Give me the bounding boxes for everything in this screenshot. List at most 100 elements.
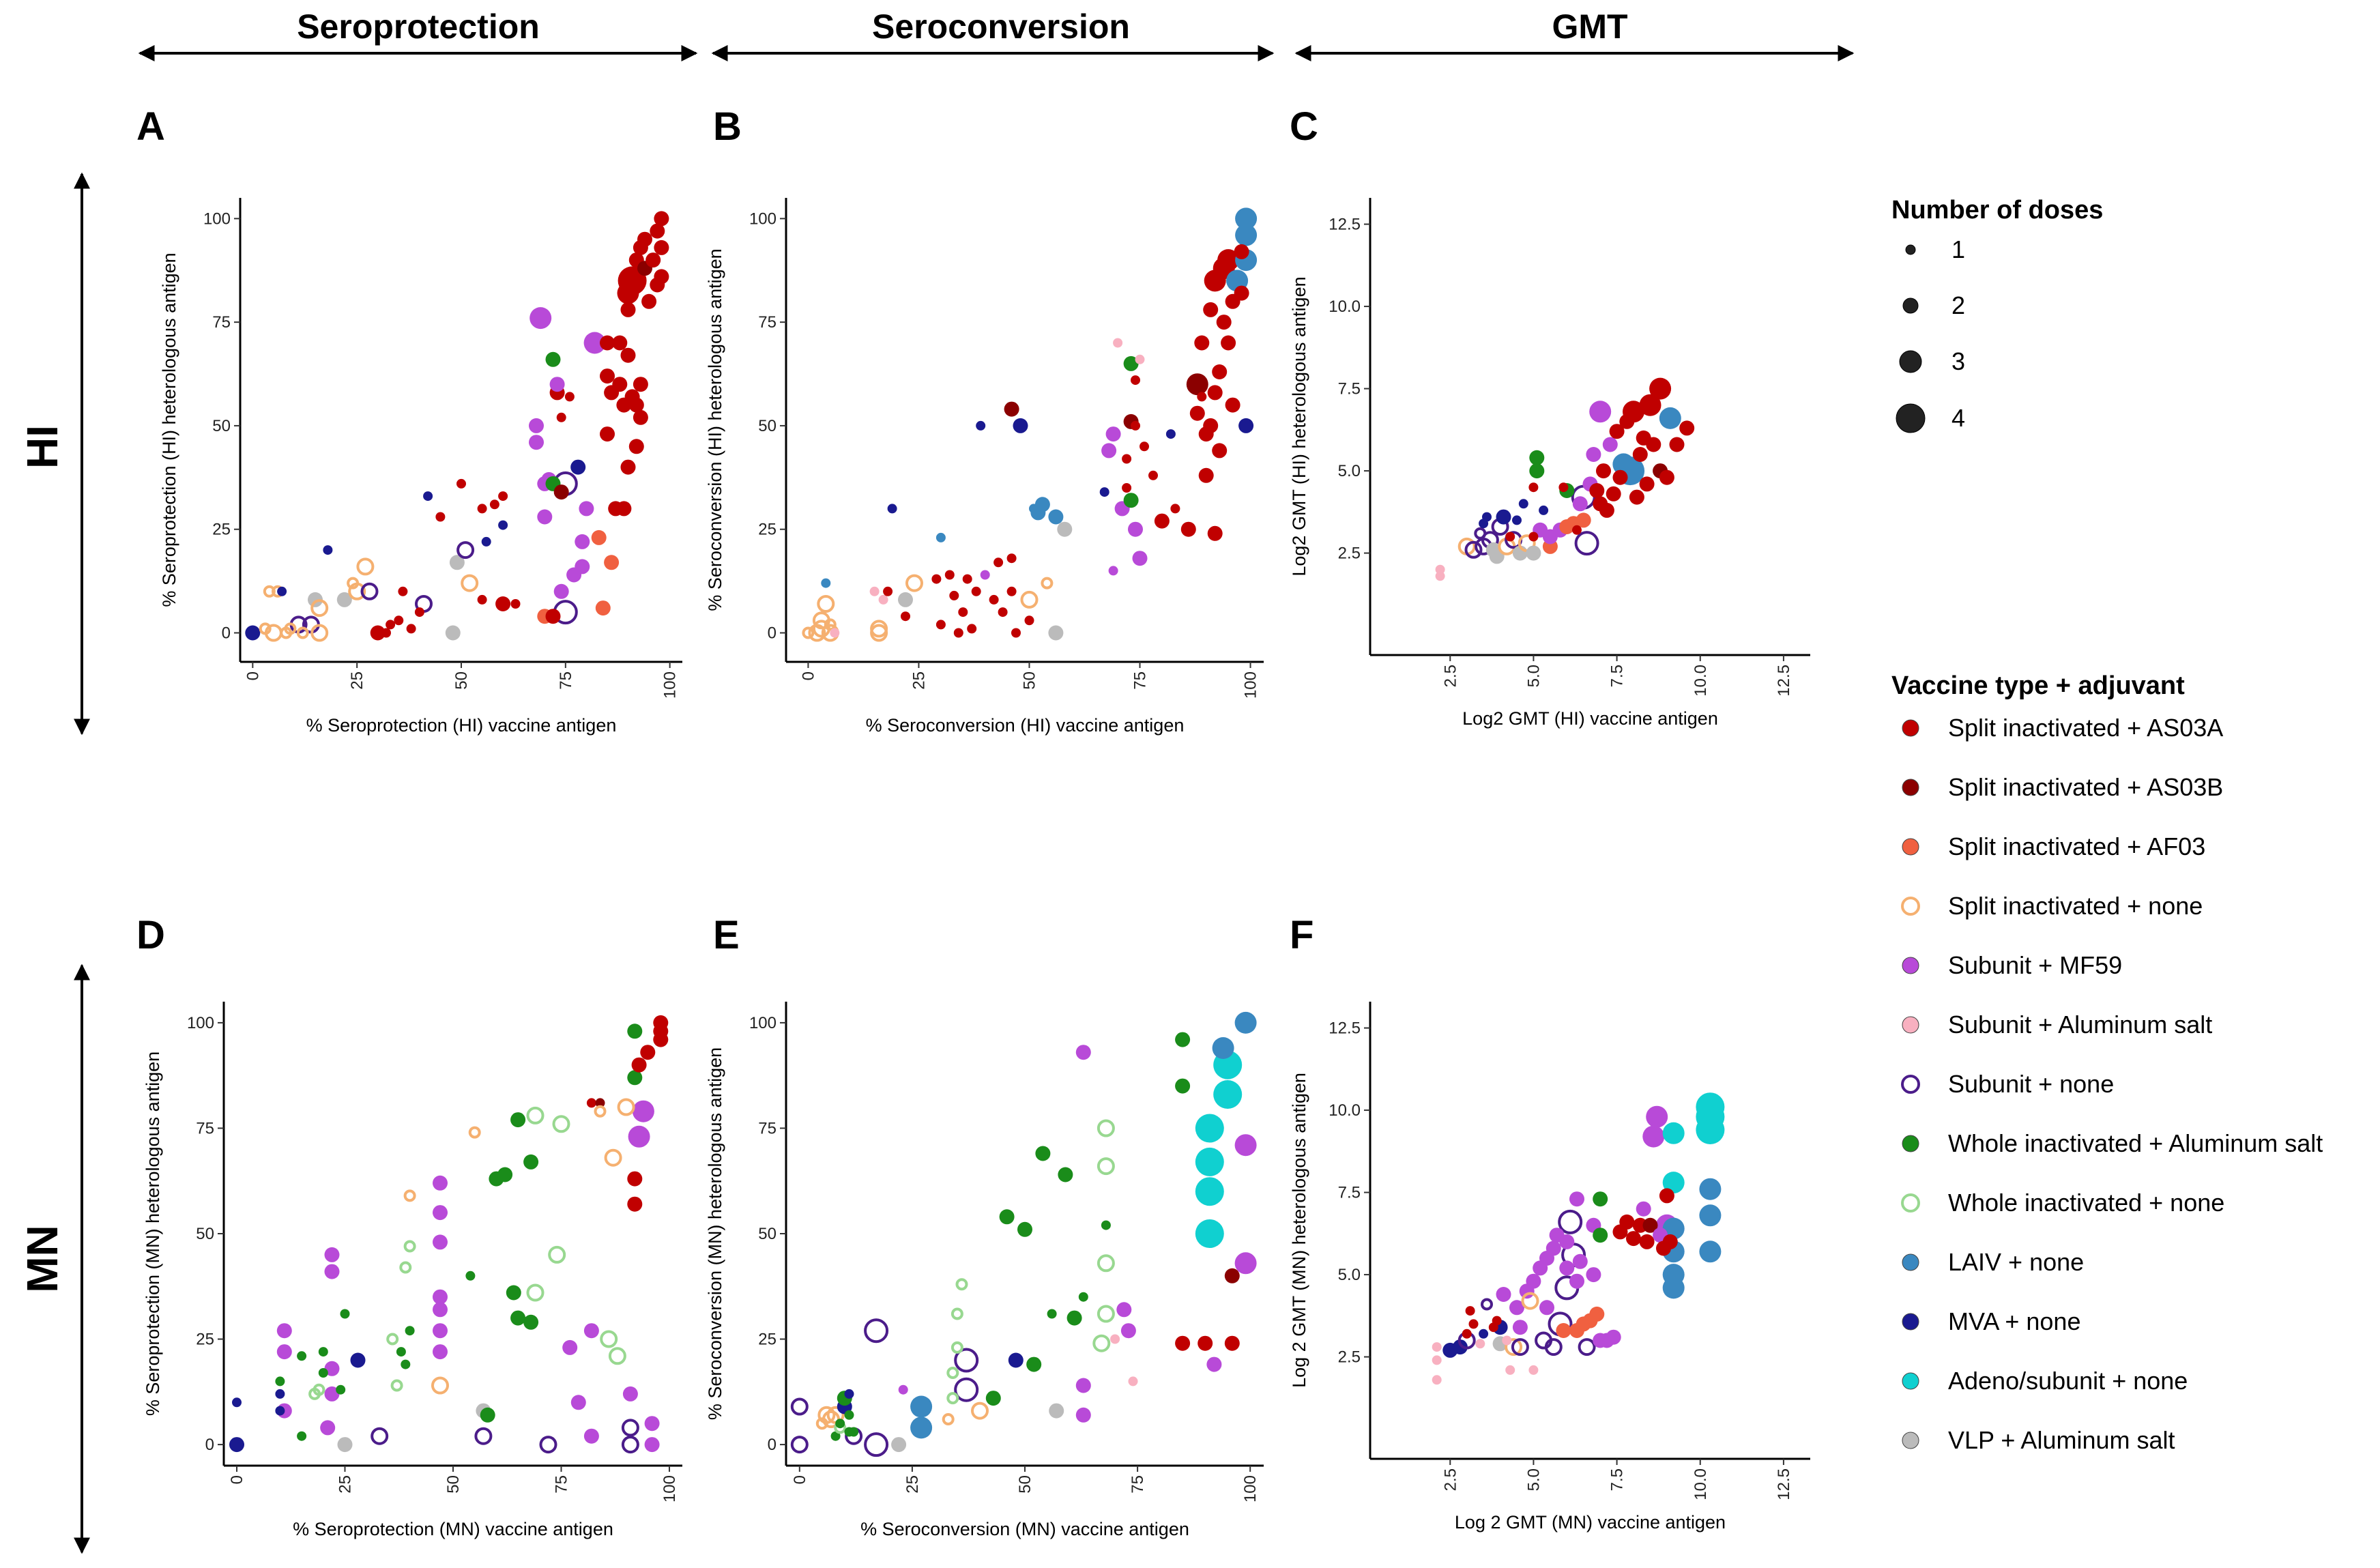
data-point-adeno-none <box>1662 1122 1685 1144</box>
y-tick-label: 10.0 <box>1329 297 1361 316</box>
data-point-whole-alum <box>275 1376 285 1386</box>
data-point-split-as03a <box>1639 394 1661 416</box>
data-point-whole-none <box>386 1333 399 1346</box>
x-tick-label: 50 <box>452 671 471 690</box>
data-point-subunit-mf59 <box>433 1302 448 1318</box>
data-point-whole-alum <box>396 1347 406 1357</box>
data-point-whole-alum <box>1017 1221 1032 1237</box>
data-point-whole-alum <box>523 1314 539 1330</box>
data-point-whole-alum <box>405 1326 415 1336</box>
data-point-adeno-none <box>1195 1114 1224 1143</box>
data-point-subunit-mf59 <box>529 418 544 433</box>
data-point-subunit-mf59 <box>1234 1252 1257 1275</box>
data-point-whole-alum <box>318 1347 328 1357</box>
data-point-whole-alum <box>506 1285 521 1301</box>
y-tick-label: 50 <box>758 1225 777 1243</box>
data-point-subunit-mf59 <box>583 332 606 354</box>
data-point-subunit-mf59 <box>1206 1356 1222 1372</box>
data-point-mva-none <box>844 1389 854 1399</box>
legend-type-marker-subunit-alum <box>1902 1016 1919 1034</box>
y-axis-label: % Seroconversion (MN) heterologous antig… <box>705 1047 725 1420</box>
x-tick-label: 0 <box>228 1475 246 1484</box>
data-point-subunit-mf59 <box>324 1361 340 1376</box>
data-point-subunit-mf59 <box>1646 1105 1668 1128</box>
data-point-laiv-none <box>1235 224 1258 246</box>
data-point-whole-alum <box>1123 355 1139 371</box>
data-point-mva-none <box>1099 487 1109 497</box>
data-point-split-as03a <box>1194 335 1210 351</box>
data-point-subunit-mf59 <box>553 583 569 599</box>
data-point-laiv-none <box>1699 1240 1722 1263</box>
data-point-subunit-mf59 <box>1569 1273 1584 1289</box>
data-point-split-as03a <box>1224 1335 1240 1351</box>
data-point-split-as03a <box>931 574 942 584</box>
y-tick-label: 2.5 <box>1338 545 1361 563</box>
y-tick-label: 100 <box>749 209 777 228</box>
data-point-split-as03a <box>1198 467 1214 483</box>
data-point-laiv-none <box>1034 497 1050 512</box>
data-point-subunit-none <box>539 1436 557 1454</box>
data-point-split-af03 <box>604 555 620 570</box>
data-point-split-as03a <box>1122 483 1132 493</box>
data-point-split-none <box>594 1105 607 1118</box>
data-point-mva-none <box>275 1406 285 1416</box>
data-point-whole-none <box>946 1367 959 1379</box>
data-point-adeno-none <box>1195 1177 1224 1206</box>
data-point-subunit-mf59 <box>433 1175 448 1191</box>
x-tick-label: 25 <box>910 671 928 690</box>
data-point-split-as03a <box>370 625 386 641</box>
legend-type-label: Adeno/subunit + none <box>1948 1367 2188 1395</box>
x-tick-label: 100 <box>1242 671 1260 699</box>
data-point-split-as03a <box>1154 513 1170 529</box>
data-point-subunit-mf59 <box>644 1437 660 1453</box>
data-point-split-as03a <box>1131 375 1140 386</box>
data-point-subunit-none <box>1558 1209 1583 1234</box>
data-point-mva-none <box>229 1437 244 1453</box>
data-point-whole-alum <box>999 1209 1015 1225</box>
data-point-laiv-none <box>1662 1217 1685 1240</box>
data-point-whole-alum <box>627 1023 643 1039</box>
y-tick-label: 75 <box>758 1119 777 1137</box>
data-point-whole-alum <box>849 1427 859 1437</box>
x-tick-label: 75 <box>557 671 575 690</box>
y-tick-label: 12.5 <box>1329 1019 1361 1038</box>
data-point-subunit-none <box>954 1377 979 1402</box>
data-point-whole-alum <box>1078 1292 1088 1302</box>
data-point-mva-none <box>976 420 986 431</box>
data-point-split-as03a <box>967 624 977 634</box>
data-point-whole-alum <box>297 1351 307 1361</box>
data-point-whole-alum <box>318 1368 328 1378</box>
data-point-split-as03a <box>1492 1316 1502 1326</box>
x-tick-label: 25 <box>903 1475 922 1494</box>
data-point-split-as03a <box>1197 392 1207 402</box>
x-axis-label: Log2 GMT (HI) vaccine antigen <box>1462 708 1718 729</box>
data-point-vlp-alum <box>308 592 323 607</box>
data-point-subunit-mf59 <box>575 534 590 549</box>
data-point-split-as03a <box>993 557 1004 568</box>
y-tick-label: 25 <box>212 521 231 539</box>
legend-type-label: Split inactivated + AS03B <box>1948 773 2223 801</box>
data-point-subunit-mf59 <box>529 435 544 450</box>
data-point-adeno-none <box>1195 1147 1224 1176</box>
x-tick-label: 7.5 <box>1608 665 1627 687</box>
data-point-mva-none <box>1452 1339 1468 1355</box>
data-point-split-as03a <box>989 594 999 605</box>
data-point-split-as03a <box>1659 1188 1674 1204</box>
x-tick-label: 10.0 <box>1692 1468 1710 1500</box>
data-point-split-none <box>403 1189 416 1202</box>
data-point-whole-none <box>600 1330 618 1348</box>
data-point-vlp-alum <box>1048 625 1064 641</box>
data-point-mva-none <box>570 459 586 475</box>
data-point-subunit-mf59 <box>1108 566 1118 576</box>
data-point-mva-none <box>1165 429 1176 439</box>
data-point-subunit-mf59 <box>1586 447 1601 462</box>
legend-type-label: Subunit + MF59 <box>1948 951 2122 979</box>
data-point-split-none <box>604 1148 622 1167</box>
data-point-split-none <box>296 626 309 639</box>
data-point-subunit-mf59 <box>583 1323 599 1339</box>
legend-dose-marker <box>1905 244 1916 255</box>
data-point-whole-alum <box>835 1419 845 1429</box>
data-point-split-as03a <box>545 609 561 624</box>
data-point-subunit-mf59 <box>1509 1300 1524 1316</box>
data-point-whole-none <box>552 1115 570 1133</box>
